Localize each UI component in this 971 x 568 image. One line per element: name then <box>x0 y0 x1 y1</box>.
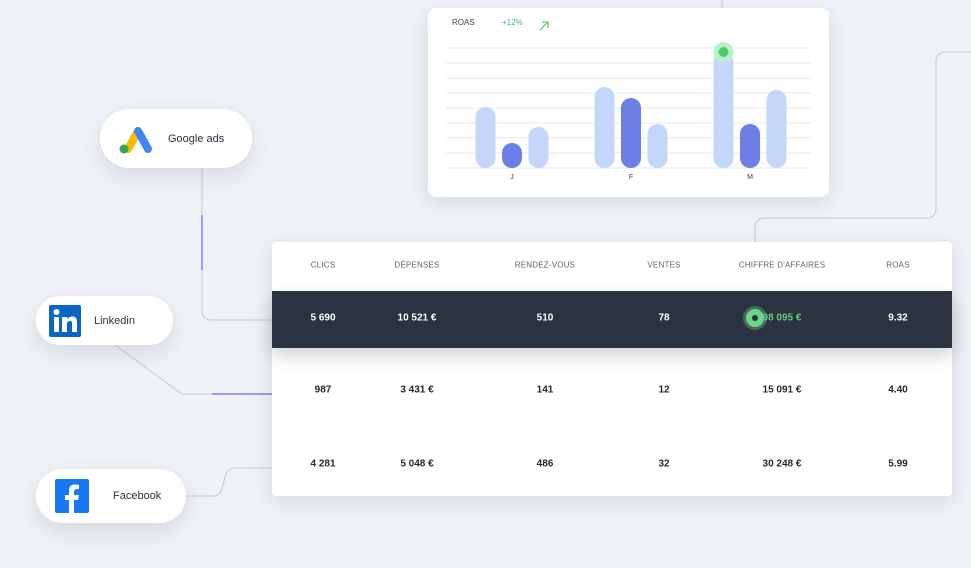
source-label: Linkedin <box>94 314 135 327</box>
bar <box>621 98 641 168</box>
revenue-connector <box>754 51 971 318</box>
highlight-dot <box>718 47 729 57</box>
x-tick-label: M <box>747 174 753 181</box>
table-cell: 3 431 € <box>400 384 434 396</box>
table-cell: 4 281 <box>310 458 336 470</box>
column-header: VENTES <box>647 260 681 270</box>
column-header: CHIFFRE D'AFFAIRES <box>738 260 826 270</box>
chart-label: ROAS <box>452 18 475 27</box>
bar <box>502 143 522 168</box>
table-cell: 510 <box>536 312 554 324</box>
bar <box>766 90 787 168</box>
source-linkedin: Linkedin <box>36 296 173 345</box>
bar <box>475 107 496 168</box>
roas-chart: ROAS +12% J F M <box>446 18 811 181</box>
table-cell: 5.99 <box>888 458 908 470</box>
x-tick-label: J <box>510 174 514 181</box>
table-cell: 78 <box>658 312 670 324</box>
column-header: DÉPENSES <box>394 260 440 270</box>
facebook-icon <box>55 479 89 513</box>
table-cell: 98 095 € <box>762 312 802 324</box>
table-cell: 5 690 <box>310 312 336 324</box>
source-label: Google ads <box>168 132 225 145</box>
roas-card: ROAS +12% J F M <box>428 8 829 197</box>
google-ads-icon <box>119 126 152 153</box>
column-header: ROAS <box>886 260 910 270</box>
source-google: Google ads <box>100 109 252 168</box>
trend-arrow <box>539 21 549 31</box>
facebook-connector <box>186 467 272 497</box>
bar <box>740 124 760 168</box>
table-cell: 10 521 € <box>397 312 437 324</box>
revenue-dot <box>746 309 764 327</box>
bar <box>647 124 668 168</box>
data-table: CLICS DÉPENSES RENDEZ-VOUS VENTES CHIFFRE D'… <box>272 242 952 496</box>
column-header: RENDEZ-VOUS <box>514 260 576 270</box>
table-cell: 486 <box>536 458 554 470</box>
bar <box>713 52 734 168</box>
source-label: Facebook <box>113 490 162 502</box>
chart-change: +12% <box>502 18 523 27</box>
linkedin-connector <box>114 344 272 395</box>
table-cell: 987 <box>314 384 332 396</box>
linkedin-icon <box>49 304 81 337</box>
source-facebook: Facebook <box>36 469 186 523</box>
bar <box>594 87 615 168</box>
table-cell: 9.32 <box>888 312 908 324</box>
table-cell: 32 <box>658 458 670 470</box>
google-connector <box>201 168 272 321</box>
bar <box>528 127 549 168</box>
table-cell: 30 248 € <box>762 458 802 470</box>
highlight-row <box>272 291 952 348</box>
table-cell: 5 048 € <box>400 458 434 470</box>
table-cell: 4.40 <box>888 384 908 396</box>
table-cell: 15 091 € <box>762 384 802 396</box>
table-cell: 12 <box>658 384 670 396</box>
x-tick-label: F <box>629 174 633 181</box>
column-header: CLICS <box>310 260 336 270</box>
table-cell: 141 <box>536 384 554 396</box>
